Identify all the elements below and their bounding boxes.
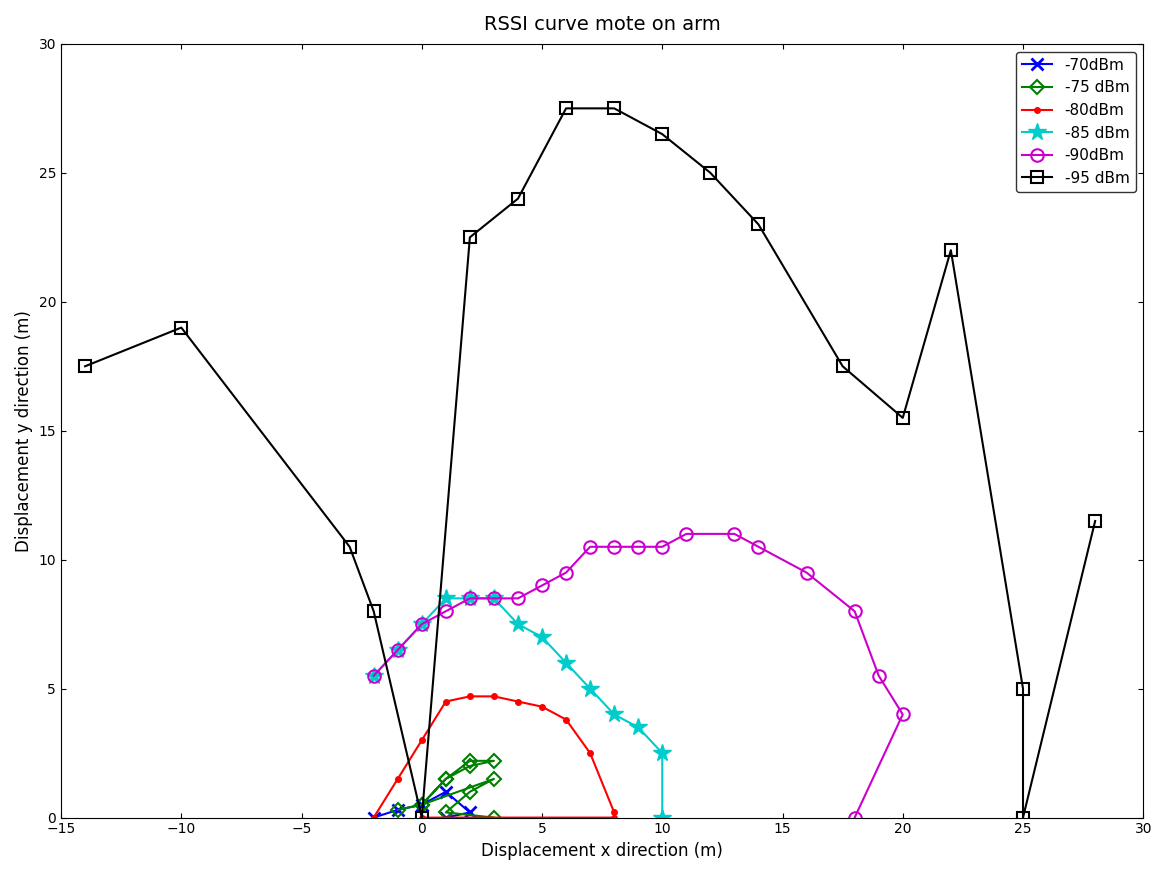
-90dBm — [366, 670, 380, 681]
Line: -75 dBm: -75 dBm — [393, 756, 498, 822]
-90dBm — [607, 542, 621, 552]
-85 dBm — [655, 812, 669, 822]
-80dBm — [559, 714, 573, 724]
Line: -85 dBm: -85 dBm — [364, 590, 671, 827]
-95 dBm — [896, 413, 910, 424]
-95 dBm — [607, 103, 621, 114]
-90dBm — [584, 542, 598, 552]
-75 dBm — [487, 812, 501, 822]
-85 dBm — [584, 683, 598, 694]
-90dBm — [847, 606, 861, 617]
Legend: -70dBm, -75 dBm, -80dBm, -85 dBm, -90dBm, -95 dBm: -70dBm, -75 dBm, -80dBm, -85 dBm, -90dBm… — [1015, 52, 1135, 192]
Line: -95 dBm: -95 dBm — [79, 102, 1100, 823]
-90dBm — [439, 606, 453, 617]
X-axis label: Displacement x direction (m): Displacement x direction (m) — [481, 842, 724, 860]
-95 dBm — [1016, 683, 1030, 694]
-90dBm — [487, 593, 501, 604]
-75 dBm — [439, 807, 453, 817]
-90dBm — [559, 567, 573, 578]
-75 dBm — [414, 800, 428, 810]
Line: -70dBm: -70dBm — [368, 786, 476, 824]
-90dBm — [391, 645, 405, 655]
-80dBm — [414, 812, 428, 822]
-75 dBm — [439, 774, 453, 784]
-95 dBm — [1016, 812, 1030, 822]
-95 dBm — [463, 232, 477, 242]
-95 dBm — [343, 542, 357, 552]
-70dBm — [439, 787, 453, 797]
-90dBm — [752, 542, 766, 552]
-95 dBm — [366, 606, 380, 617]
-85 dBm — [366, 670, 380, 681]
-80dBm — [607, 812, 621, 822]
-80dBm — [439, 696, 453, 707]
-80dBm — [487, 691, 501, 702]
-80dBm — [366, 812, 380, 822]
-85 dBm — [511, 619, 525, 629]
-85 dBm — [534, 632, 548, 642]
-75 dBm — [463, 760, 477, 771]
-95 dBm — [78, 361, 92, 372]
-75 dBm — [463, 787, 477, 797]
-85 dBm — [391, 645, 405, 655]
-70dBm — [366, 812, 380, 822]
-75 dBm — [439, 774, 453, 784]
-90dBm — [631, 542, 645, 552]
-70dBm — [414, 800, 428, 810]
-80dBm — [463, 691, 477, 702]
-85 dBm — [631, 722, 645, 732]
-70dBm — [463, 807, 477, 817]
-85 dBm — [463, 593, 477, 604]
Line: -80dBm: -80dBm — [368, 691, 620, 823]
-95 dBm — [944, 245, 958, 256]
-70dBm — [391, 805, 405, 816]
-80dBm — [534, 702, 548, 712]
Line: -90dBm: -90dBm — [368, 528, 909, 824]
-75 dBm — [487, 756, 501, 766]
-90dBm — [847, 812, 861, 822]
-80dBm — [391, 774, 405, 784]
-80dBm — [511, 696, 525, 707]
-85 dBm — [559, 658, 573, 668]
-85 dBm — [655, 748, 669, 759]
Y-axis label: Displacement y direction (m): Displacement y direction (m) — [15, 310, 33, 551]
-95 dBm — [704, 168, 718, 178]
-75 dBm — [391, 805, 405, 816]
-90dBm — [534, 580, 548, 591]
-95 dBm — [655, 129, 669, 139]
-90dBm — [414, 619, 428, 629]
-95 dBm — [559, 103, 573, 114]
-90dBm — [799, 567, 813, 578]
-90dBm — [872, 670, 886, 681]
-95 dBm — [1088, 515, 1102, 526]
-75 dBm — [463, 756, 477, 766]
-85 dBm — [607, 709, 621, 719]
-90dBm — [679, 528, 693, 539]
-70dBm — [439, 812, 453, 822]
-90dBm — [896, 709, 910, 719]
-95 dBm — [752, 219, 766, 229]
-95 dBm — [511, 193, 525, 204]
-75 dBm — [414, 800, 428, 810]
-75 dBm — [487, 774, 501, 784]
-85 dBm — [487, 593, 501, 604]
-80dBm — [584, 748, 598, 759]
-95 dBm — [174, 322, 188, 332]
-90dBm — [511, 593, 525, 604]
Title: RSSI curve mote on arm: RSSI curve mote on arm — [484, 15, 720, 34]
-85 dBm — [414, 619, 428, 629]
-80dBm — [414, 735, 428, 746]
-90dBm — [655, 542, 669, 552]
-80dBm — [607, 807, 621, 817]
-90dBm — [463, 593, 477, 604]
-85 dBm — [439, 593, 453, 604]
-95 dBm — [414, 812, 428, 822]
-90dBm — [727, 528, 741, 539]
-95 dBm — [836, 361, 850, 372]
